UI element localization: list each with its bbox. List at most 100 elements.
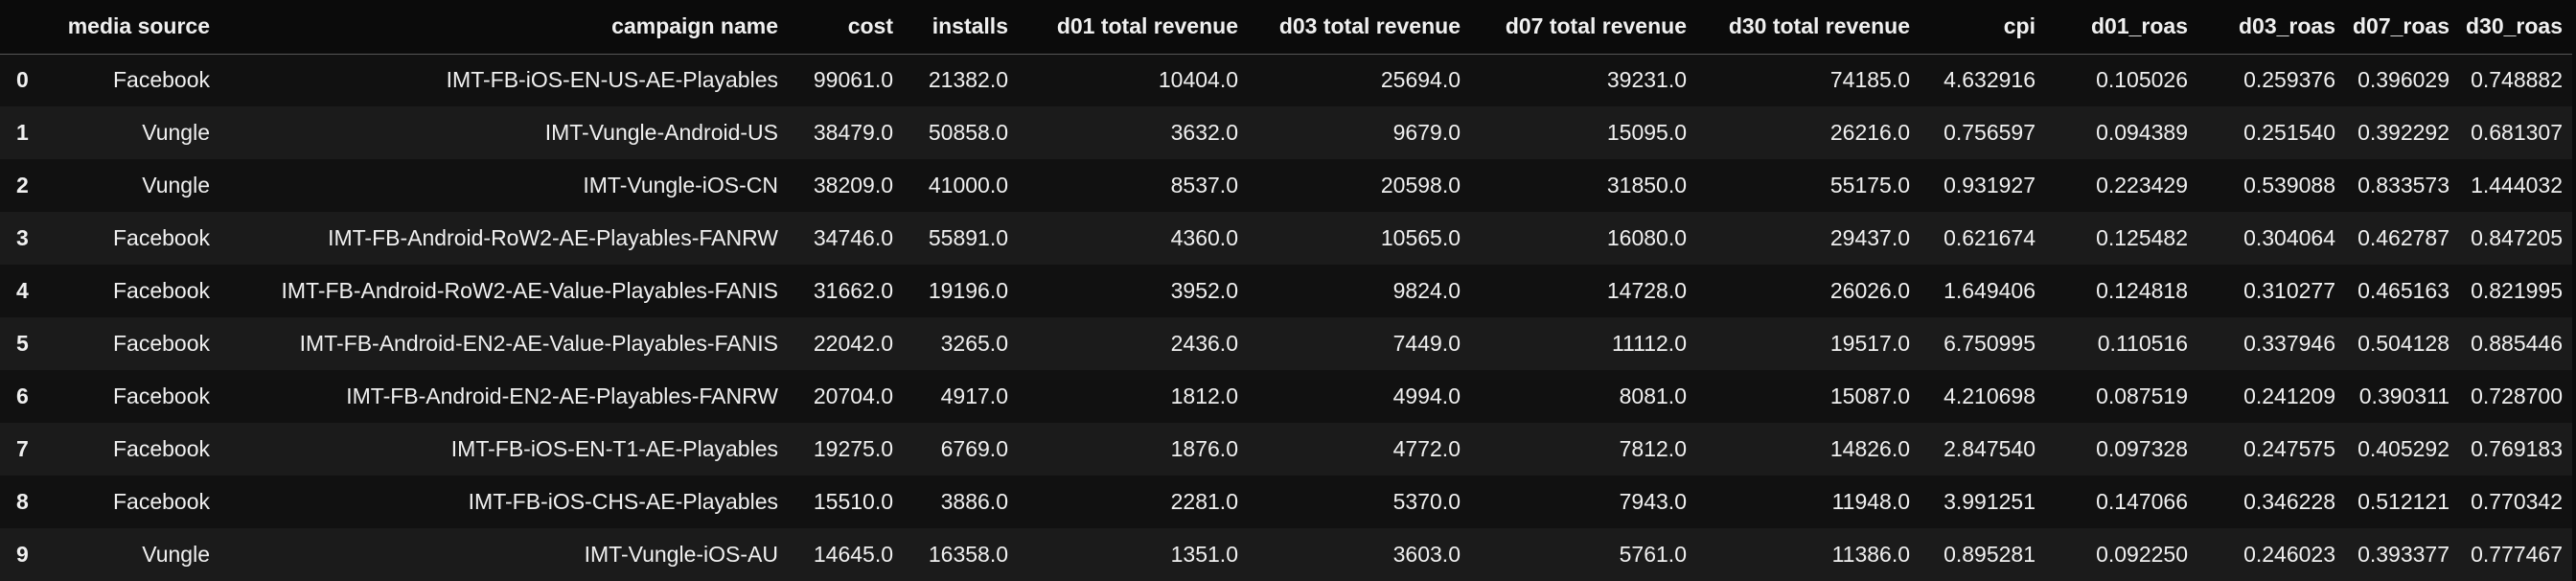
column-header: d01_roas: [2045, 0, 2197, 55]
table-cell: IMT-FB-iOS-EN-US-AE-Playables: [446, 67, 778, 93]
table-cell: 1812.0: [1170, 383, 1238, 408]
table-cell: 14645.0: [813, 542, 893, 567]
table-cell: 0.895281: [1944, 542, 2036, 567]
table-cell: 0.821995: [2471, 278, 2563, 303]
table-cell: 0.124818: [2096, 278, 2188, 303]
table-cell: Vungle: [142, 120, 210, 145]
table-cell: 0.304064: [2243, 225, 2335, 250]
table-cell: 0.125482: [2096, 225, 2188, 250]
index-header: [0, 0, 48, 55]
table-cell: 11386.0: [1831, 542, 1910, 567]
table-cell: Vungle: [142, 542, 210, 567]
table-row: 2 Vungle IMT-Vungle-iOS-CN 38209.0 41000.0 85…: [0, 159, 2572, 212]
table-cell: 26216.0: [1829, 120, 1910, 145]
column-header: cost: [788, 0, 903, 55]
table-cell: 34746.0: [813, 225, 893, 250]
table-cell: 0.097328: [2096, 436, 2188, 461]
table-cell: 0.504128: [2358, 331, 2450, 356]
table-cell: Facebook: [112, 67, 210, 93]
table-cell: 0.396029: [2358, 67, 2450, 93]
table-row: 8 Facebook IMT-FB-iOS-CHS-AE-Playables 1551…: [0, 476, 2572, 528]
table-cell: 0.847205: [2471, 225, 2563, 250]
table-cell: 15087.0: [1829, 383, 1910, 408]
row-index: 6: [16, 383, 29, 408]
table-cell: 1.444032: [2471, 173, 2563, 198]
table-cell: 19196.0: [928, 278, 1008, 303]
table-cell: IMT-Vungle-iOS-AU: [584, 542, 778, 567]
table-cell: 5370.0: [1392, 489, 1460, 514]
table-cell: Facebook: [112, 331, 210, 356]
table-cell: 20598.0: [1380, 173, 1460, 198]
header-row: media source campaign name cost installs d01…: [0, 0, 2572, 55]
table-cell: 1.649406: [1944, 278, 2036, 303]
table-cell: 0.094389: [2096, 120, 2188, 145]
row-index: 0: [16, 67, 29, 93]
table-cell: 0.756597: [1944, 120, 2036, 145]
table-header: media source campaign name cost installs d01…: [0, 0, 2572, 55]
table-body: 0 Facebook IMT-FB-iOS-EN-US-AE-Playables 99…: [0, 54, 2572, 581]
table-cell: 21382.0: [928, 67, 1008, 93]
table-cell: 0.246023: [2243, 542, 2335, 567]
table-cell: IMT-FB-Android-RoW2-AE-Value-Playables-F…: [281, 278, 779, 303]
table-cell: 4.632916: [1944, 67, 2036, 93]
table-cell: 9824.0: [1392, 278, 1460, 303]
table-cell: 0.223429: [2096, 173, 2188, 198]
column-header: d01 total revenue: [1018, 0, 1248, 55]
table-cell: 0.337946: [2243, 331, 2335, 356]
table-cell: 0.310277: [2243, 278, 2335, 303]
table-cell: 1351.0: [1170, 542, 1238, 567]
table-cell: Facebook: [112, 278, 210, 303]
table-cell: 0.390311: [2358, 383, 2450, 408]
table-cell: 50858.0: [928, 120, 1008, 145]
table-cell: 55891.0: [928, 225, 1008, 250]
table-cell: 0.147066: [2096, 489, 2188, 514]
column-header: d30 total revenue: [1696, 0, 1920, 55]
table-row: 7 Facebook IMT-FB-iOS-EN-T1-AE-Playables 19…: [0, 423, 2572, 476]
table-cell: 0.247575: [2243, 436, 2335, 461]
table-cell: Vungle: [142, 173, 210, 198]
table-cell: 4772.0: [1392, 436, 1460, 461]
table-cell: 1876.0: [1170, 436, 1238, 461]
table-cell: 4917.0: [940, 383, 1008, 408]
column-header: media source: [48, 0, 219, 55]
table-row: 5 Facebook IMT-FB-Android-EN2-AE-Value-Pla…: [0, 317, 2572, 370]
table-cell: 2281.0: [1170, 489, 1238, 514]
row-index: 2: [16, 173, 29, 198]
table-cell: 3632.0: [1170, 120, 1238, 145]
table-cell: 74185.0: [1829, 67, 1910, 93]
table-cell: 0.259376: [2243, 67, 2335, 93]
table-cell: 10404.0: [1158, 67, 1238, 93]
table-cell: Facebook: [112, 489, 210, 514]
table-cell: 0.392292: [2358, 120, 2450, 145]
table-cell: 3.991251: [1944, 489, 2036, 514]
table-cell: 0.092250: [2096, 542, 2188, 567]
table-cell: 38209.0: [813, 173, 893, 198]
table-cell: 3886.0: [940, 489, 1008, 514]
table-cell: 29437.0: [1829, 225, 1910, 250]
row-index: 3: [16, 225, 29, 250]
table-cell: 2436.0: [1170, 331, 1238, 356]
row-index: 7: [16, 436, 29, 461]
table-cell: IMT-FB-Android-EN2-AE-Playables-FANRW: [346, 383, 778, 408]
table-cell: 7449.0: [1392, 331, 1460, 356]
table-cell: 0.110516: [2097, 331, 2188, 356]
row-index: 5: [16, 331, 29, 356]
table-cell: IMT-Vungle-iOS-CN: [583, 173, 778, 198]
table-row: 9 Vungle IMT-Vungle-iOS-AU 14645.0 16358.0 13…: [0, 528, 2572, 581]
table-cell: Facebook: [112, 225, 210, 250]
table-cell: 5761.0: [1619, 542, 1687, 567]
table-cell: 11112.0: [1611, 331, 1687, 356]
table-cell: 0.105026: [2096, 67, 2188, 93]
table-cell: 6769.0: [940, 436, 1008, 461]
table-cell: 14826.0: [1829, 436, 1910, 461]
table-cell: 7943.0: [1619, 489, 1687, 514]
row-index: 8: [16, 489, 29, 514]
table-cell: 26026.0: [1829, 278, 1910, 303]
table-cell: 9679.0: [1392, 120, 1460, 145]
table-row: 0 Facebook IMT-FB-iOS-EN-US-AE-Playables 99…: [0, 54, 2572, 106]
table-cell: 0.681307: [2471, 120, 2563, 145]
column-header: installs: [903, 0, 1018, 55]
table-cell: 7812.0: [1619, 436, 1687, 461]
